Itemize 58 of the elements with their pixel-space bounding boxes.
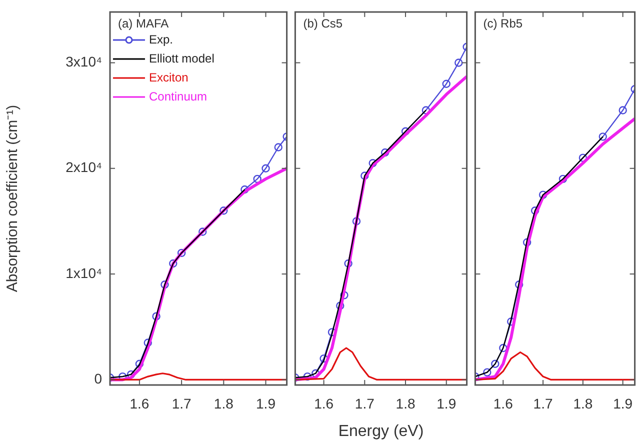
x-axis-title: Energy (eV) [338, 422, 424, 440]
point [538, 190, 548, 199]
chart-title: (b) Cs5 [303, 16, 343, 30]
point [578, 154, 588, 162]
chart-title: (a) MAFA [118, 16, 169, 30]
point [336, 302, 344, 310]
point [514, 280, 524, 289]
y-tick-label: 1x10⁴ [66, 264, 102, 281]
point [220, 206, 228, 215]
point [598, 132, 607, 141]
x-tick-label: 1.6 [314, 395, 334, 412]
point [169, 259, 178, 268]
point [618, 106, 627, 114]
point [274, 143, 282, 152]
point [522, 238, 532, 246]
point [240, 185, 249, 194]
point [483, 368, 492, 376]
point [152, 312, 160, 320]
point [303, 372, 312, 381]
point [135, 360, 144, 368]
x-tick-label: 1.7 [172, 395, 192, 412]
legend-label: Continuum [149, 89, 208, 104]
point [352, 217, 361, 226]
point [491, 360, 500, 368]
x-tick-label: 1.9 [256, 395, 276, 412]
x-tick-label: 1.8 [573, 395, 593, 412]
point [360, 172, 369, 180]
x-tick-label: 1.9 [436, 395, 456, 412]
point [344, 259, 352, 268]
point [253, 174, 262, 184]
x-tick-label: 1.9 [613, 395, 633, 412]
point [160, 280, 169, 289]
point [177, 248, 186, 258]
x-tick-label: 1.7 [354, 395, 375, 412]
point [442, 80, 450, 88]
legend-label: Exciton [149, 70, 188, 84]
point [198, 228, 207, 236]
point [368, 159, 377, 168]
x-tick-label: 1.8 [214, 395, 234, 412]
y-tick-label: 0 [94, 370, 102, 387]
chart-title: (c) Rb5 [483, 16, 523, 30]
point [262, 164, 270, 172]
y-tick-label: 3x10⁴ [66, 54, 102, 70]
point [320, 354, 328, 363]
point [454, 58, 463, 67]
point [499, 344, 508, 352]
point [126, 370, 136, 379]
legend-label: Elliott model [149, 51, 214, 66]
x-tick-label: 1.6 [493, 395, 514, 412]
legend-label: Exp. [149, 32, 174, 46]
x-tick-label: 1.8 [396, 395, 416, 412]
y-tick-label: 2x10⁴ [66, 159, 102, 176]
x-tick-label: 1.6 [130, 395, 150, 412]
point [144, 338, 152, 347]
x-tick-label: 1.7 [533, 395, 553, 412]
point [558, 174, 568, 184]
point [380, 148, 390, 157]
y-axis-title: Absorption coefficient (cm⁻¹) [4, 104, 22, 292]
